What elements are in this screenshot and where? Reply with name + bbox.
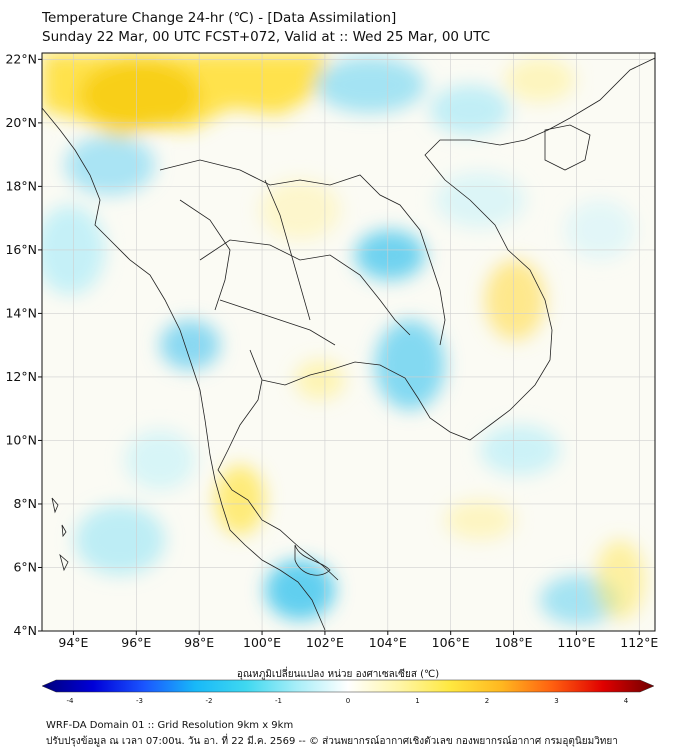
colorbar-tick-label: 4 [624, 697, 629, 705]
lat-tick-label: 10°N [5, 432, 37, 447]
lat-tick-label: 20°N [5, 115, 37, 130]
colorbar-tick-label: -1 [275, 697, 282, 705]
lon-tick-label: 98°E [184, 635, 214, 650]
update-credit: ปรับปรุงข้อมูล ณ เวลา 07:00น. วัน อา. ที… [46, 736, 618, 747]
lat-tick-label: 18°N [5, 178, 37, 193]
lon-tick-label: 112°E [620, 635, 658, 650]
temperature-field [42, 53, 655, 631]
colorbar-tick-label: 1 [415, 697, 419, 705]
map-frame [41, 52, 656, 632]
colorbar-tick-label: -4 [67, 697, 75, 705]
lat-tick-label: 22°N [5, 51, 37, 66]
longitude-axis: 94°E 96°E 98°E 100°E 102°E 104°E 106°E 108°E 110… [58, 631, 658, 650]
colorbar-tick-label: -2 [206, 697, 213, 705]
lon-tick-label: 108°E [495, 635, 533, 650]
latitude-axis: 4°N 6°N 8°N 10°N 12°N 14°N 16°N 18°N 20°N 22°N [5, 51, 42, 638]
map-subtitle: Sunday 22 Mar, 00 UTC FCST+072, Valid at… [42, 29, 491, 45]
islands [51, 497, 331, 576]
lon-tick-label: 94°E [58, 635, 88, 650]
colorbar-tick-label: 3 [554, 697, 558, 705]
lon-tick-label: 100°E [243, 635, 281, 650]
lat-tick-label: 6°N [13, 559, 37, 574]
lat-tick-label: 4°N [13, 623, 37, 638]
lon-tick-label: 104°E [369, 635, 407, 650]
lon-tick-label: 102°E [306, 635, 344, 650]
colorbar-tick-label: 0 [346, 697, 350, 705]
coastline [42, 57, 655, 631]
lat-tick-label: 12°N [5, 369, 37, 384]
map-title: Temperature Change 24-hr (℃) - [Data Ass… [42, 10, 397, 26]
map-grid [42, 53, 655, 631]
lon-tick-label: 96°E [121, 635, 151, 650]
colorbar-tick-label: 2 [485, 697, 489, 705]
lon-tick-label: 110°E [557, 635, 595, 650]
colorbar-title: อุณหภูมิเปลี่ยนแปลง หน่วย องศาเซลเซียส (… [236, 669, 440, 680]
lon-tick-label: 106°E [432, 635, 470, 650]
colorbar: -4 -3 -2 -1 0 1 2 3 4 [41, 679, 655, 705]
colorbar-tick-label: -3 [136, 697, 143, 705]
model-info: WRF-DA Domain 01 :: Grid Resolution 9km … [46, 720, 294, 731]
lat-tick-label: 8°N [13, 496, 37, 511]
lat-tick-label: 16°N [5, 242, 37, 257]
lat-tick-label: 14°N [5, 305, 37, 320]
